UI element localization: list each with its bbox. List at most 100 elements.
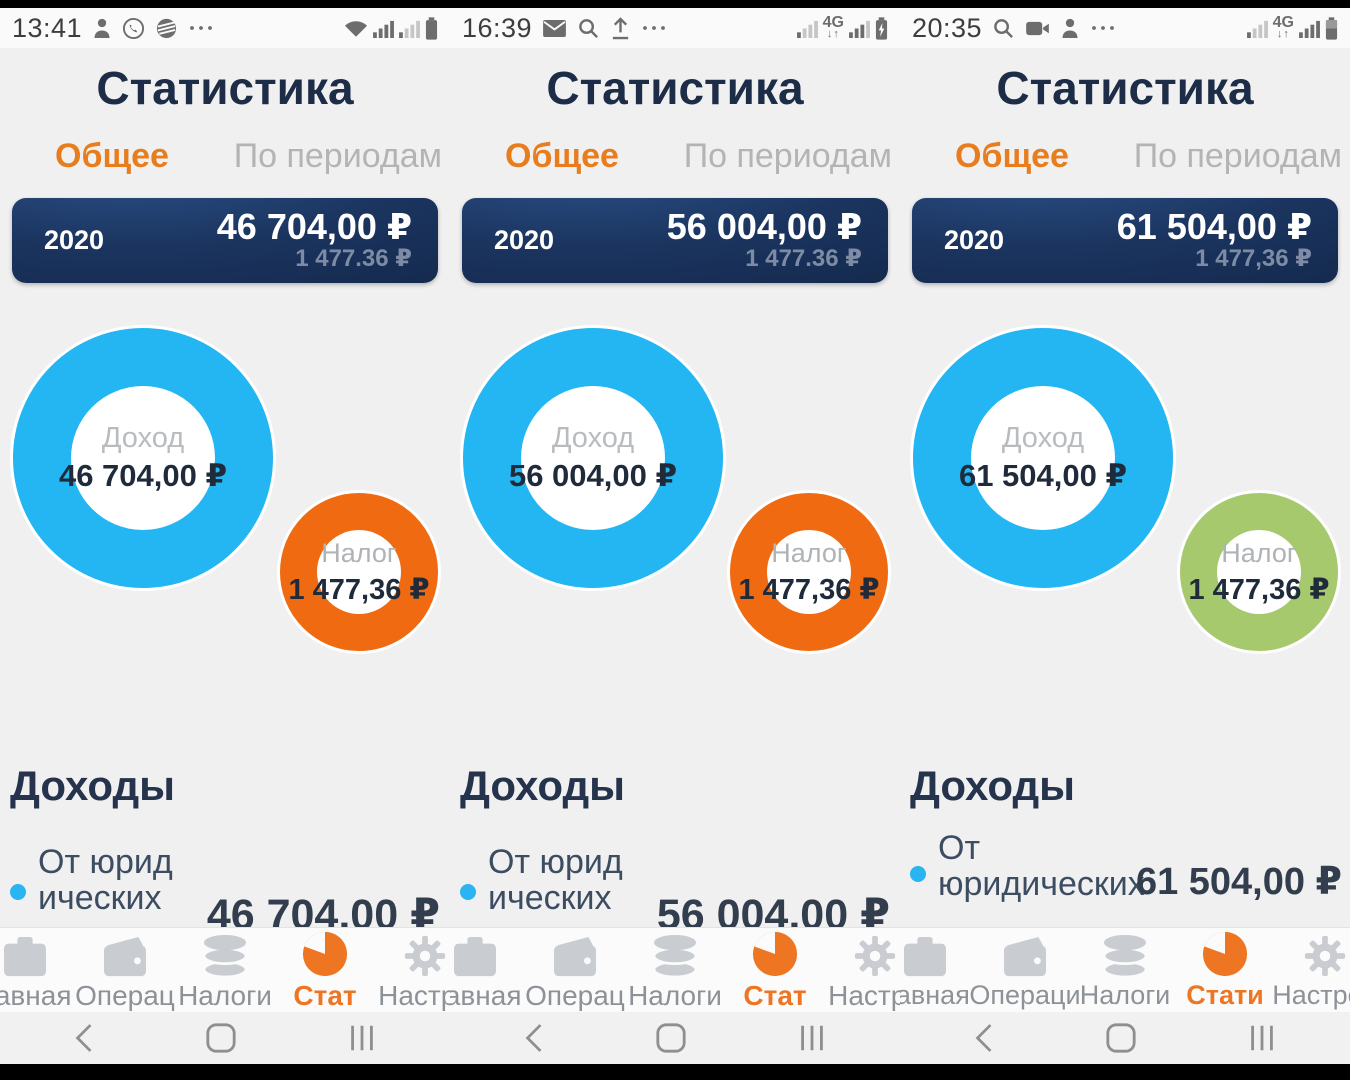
battery-icon [1325, 16, 1338, 40]
upload-icon [610, 16, 631, 40]
nav-item-statistics[interactable]: Стат [725, 931, 825, 1012]
signal-weak-icon [796, 19, 818, 38]
year-label: 2020 [494, 225, 555, 255]
nav-item-operations[interactable]: Операци [969, 934, 1081, 1011]
back-button[interactable] [72, 1021, 96, 1055]
wallet-icon [1000, 934, 1050, 978]
tax-donut-value: 1 477,36 ₽ [1188, 573, 1330, 606]
nav-item-operations[interactable]: Операц [75, 934, 175, 1012]
nav-item-taxes[interactable]: Налоги [175, 934, 275, 1012]
tab-bar: Общее По периодам [450, 128, 900, 184]
nav-item-main[interactable]: лавная [900, 934, 975, 1011]
legend-dot-icon [10, 884, 26, 900]
nav-item-taxes[interactable]: Налоги [1075, 934, 1175, 1011]
video-camera-icon [1025, 20, 1050, 37]
nav-item-operations[interactable]: Операц [525, 934, 625, 1012]
more-icon [641, 24, 667, 32]
tax-donut-label: Налог [771, 537, 847, 568]
incomes-heading: Доходы [10, 762, 175, 809]
year-summary-card[interactable]: 2020 61 504,00 ₽ 1 477,36 ₽ [912, 198, 1338, 283]
person-icon [1060, 17, 1080, 39]
coins-icon [1100, 934, 1150, 978]
tax-donut-label: Налог [321, 537, 397, 568]
recents-button[interactable] [796, 1022, 828, 1054]
income-source-amount: 61 504,00 ₽ [1135, 861, 1342, 903]
mail-icon [542, 19, 567, 38]
income-donut: Доход 61 504,00 ₽ [910, 325, 1176, 591]
nav-item-taxes[interactable]: Налоги [625, 934, 725, 1012]
viber-icon [122, 17, 145, 40]
more-icon [188, 24, 214, 32]
recents-button[interactable] [1246, 1022, 1278, 1054]
screen-2: 16:39 4G ↓↑ Статистика Общее По периодам … [450, 8, 900, 1064]
card-tax-value: 1 477.36 ₽ [745, 245, 862, 273]
wallet-icon [550, 934, 600, 978]
donut-chart-area: Доход 61 504,00 ₽ Налог 1 477,36 ₽ [900, 292, 1350, 748]
tab-by-periods[interactable]: По периодам [233, 136, 442, 175]
gear-icon [853, 934, 897, 978]
income-donut-label: Доход [1001, 422, 1085, 454]
wifi-icon [344, 19, 368, 38]
network-4g-icon: 4G ↓↑ [1272, 14, 1294, 40]
gear-icon [1303, 934, 1347, 978]
card-tax-value: 1 477,36 ₽ [1195, 245, 1312, 273]
gear-icon [403, 934, 447, 978]
nav-item-statistics[interactable]: Стати [1175, 931, 1275, 1011]
year-label: 2020 [44, 225, 105, 255]
page-title: Статистика [546, 62, 804, 114]
nav-item-settings[interactable]: Настро [375, 934, 450, 1012]
person-icon [92, 17, 112, 39]
tab-by-periods[interactable]: По периодам [683, 136, 892, 175]
battery-charging-icon [875, 16, 888, 40]
tab-bar: Общее По периодам [0, 128, 450, 184]
search-icon [992, 17, 1015, 40]
tab-general[interactable]: Общее [955, 136, 1069, 175]
briefcase-icon [900, 934, 950, 978]
year-summary-card[interactable]: 2020 56 004,00 ₽ 1 477.36 ₽ [462, 198, 888, 283]
more-icon [1090, 24, 1116, 32]
app-nav-bar: лавная Операци Налоги Стати Настрой [900, 928, 1350, 1012]
android-nav-bar [450, 1012, 900, 1064]
briefcase-icon [0, 934, 50, 978]
incomes-heading: Доходы [460, 762, 625, 809]
card-tax-value: 1 477.36 ₽ [295, 245, 412, 273]
pie-chart-icon [301, 931, 349, 978]
nav-item-main[interactable]: лавная [0, 934, 75, 1012]
status-bar: 16:39 4G ↓↑ [450, 8, 900, 48]
income-donut: Доход 56 004,00 ₽ [460, 325, 726, 591]
tab-general[interactable]: Общее [55, 136, 169, 175]
income-donut: Доход 46 704,00 ₽ [10, 325, 276, 591]
home-button[interactable] [205, 1022, 237, 1054]
page-title: Статистика [996, 62, 1254, 114]
pie-chart-icon [751, 931, 799, 978]
battery-icon [425, 16, 438, 40]
nav-item-statistics[interactable]: Стат [275, 931, 375, 1012]
income-source-amount: 56 004,00 ₽ [656, 891, 890, 928]
wallet-icon [100, 934, 150, 978]
nav-item-settings[interactable]: Настро [825, 934, 900, 1012]
income-source-amount: 46 704,00 ₽ [206, 891, 440, 928]
tab-by-periods[interactable]: По периодам [1133, 136, 1342, 175]
android-nav-bar [0, 1012, 450, 1064]
briefcase-icon [450, 934, 500, 978]
home-button[interactable] [655, 1022, 687, 1054]
back-button[interactable] [972, 1021, 996, 1055]
recents-button[interactable] [346, 1022, 378, 1054]
incomes-heading: Доходы [910, 762, 1075, 809]
back-button[interactable] [522, 1021, 546, 1055]
nav-item-main[interactable]: лавная [450, 934, 525, 1012]
screen-3: 20:35 4G ↓↑ Статистика Общее По периодам … [900, 8, 1350, 1064]
home-button[interactable] [1105, 1022, 1137, 1054]
nav-item-settings[interactable]: Настрой [1272, 934, 1350, 1011]
page-title: Статистика [96, 62, 354, 114]
tax-donut: Налог 1 477,36 ₽ [277, 490, 441, 654]
year-summary-card[interactable]: 2020 46 704,00 ₽ 1 477.36 ₽ [12, 198, 438, 283]
signal-weak-icon [1246, 19, 1268, 38]
tab-general[interactable]: Общее [505, 136, 619, 175]
card-income-value: 46 704,00 ₽ [216, 206, 412, 248]
coins-icon [650, 934, 700, 978]
status-bar: 20:35 4G ↓↑ [900, 8, 1350, 48]
sberbank-icon [155, 17, 178, 40]
income-source-label: От юрид ических [488, 843, 623, 917]
